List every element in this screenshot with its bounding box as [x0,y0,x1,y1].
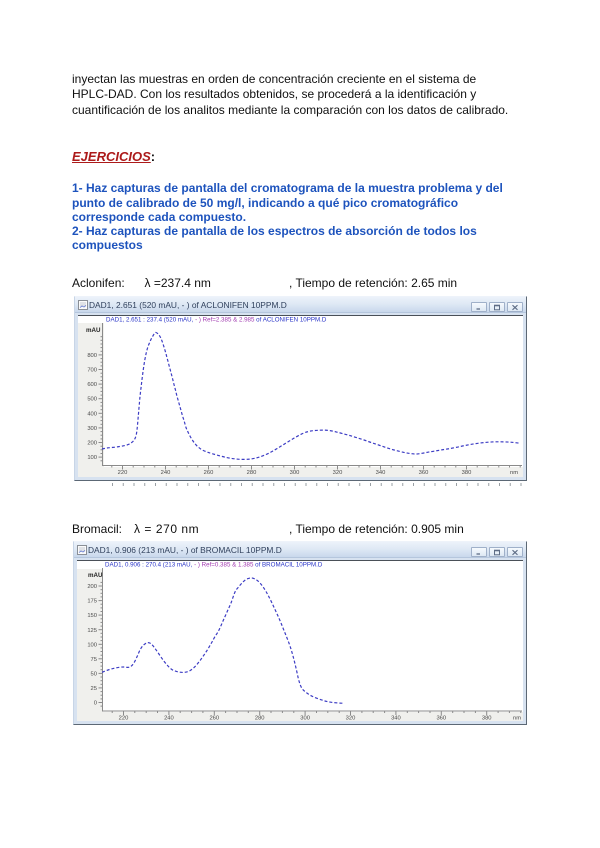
svg-text:300: 300 [300,716,310,722]
svg-text:340: 340 [391,716,401,722]
svg-text:360: 360 [436,716,446,722]
svg-text:320: 320 [333,470,343,476]
svg-text:340: 340 [376,470,386,476]
svg-text:220: 220 [118,470,128,476]
svg-text:125: 125 [87,628,97,634]
svg-text:320: 320 [346,716,356,722]
svg-text:260: 260 [204,470,214,476]
svg-text:280: 280 [255,716,265,722]
svg-text:150: 150 [87,613,97,619]
svg-text:380: 380 [462,470,472,476]
svg-text:mAU: mAU [88,572,103,579]
svg-text:260: 260 [209,716,219,722]
svg-text:200: 200 [87,441,97,447]
svg-text:800: 800 [87,353,97,359]
svg-text:500: 500 [87,397,97,403]
svg-text:100: 100 [87,455,97,461]
svg-text:nm: nm [513,716,521,722]
svg-text:0: 0 [94,701,97,707]
svg-text:380: 380 [482,716,492,722]
svg-text:400: 400 [87,411,97,417]
svg-text:mAU: mAU [86,327,101,334]
svg-text:100: 100 [87,642,97,648]
svg-text:700: 700 [87,368,97,374]
svg-text:360: 360 [419,470,429,476]
svg-text:300: 300 [87,426,97,432]
svg-text:nm: nm [510,470,518,476]
svg-text:75: 75 [91,657,97,663]
svg-text:DAD1, 0.906 : 270.4 (213 mAU,: DAD1, 0.906 : 270.4 (213 mAU, - ) Ref=0.… [105,562,323,569]
svg-text:220: 220 [119,716,129,722]
svg-text:175: 175 [87,599,97,605]
svg-text:600: 600 [87,382,97,388]
svg-text:200: 200 [87,584,97,590]
svg-text:50: 50 [91,671,97,677]
svg-text:240: 240 [161,470,171,476]
svg-text:DAD1, 2.651 : 237.4 (520 mAU,: DAD1, 2.651 : 237.4 (520 mAU, - ) Ref=2.… [106,317,327,324]
svg-text:280: 280 [247,470,257,476]
svg-text:25: 25 [91,686,97,692]
svg-text:240: 240 [164,716,174,722]
svg-text:300: 300 [290,470,300,476]
